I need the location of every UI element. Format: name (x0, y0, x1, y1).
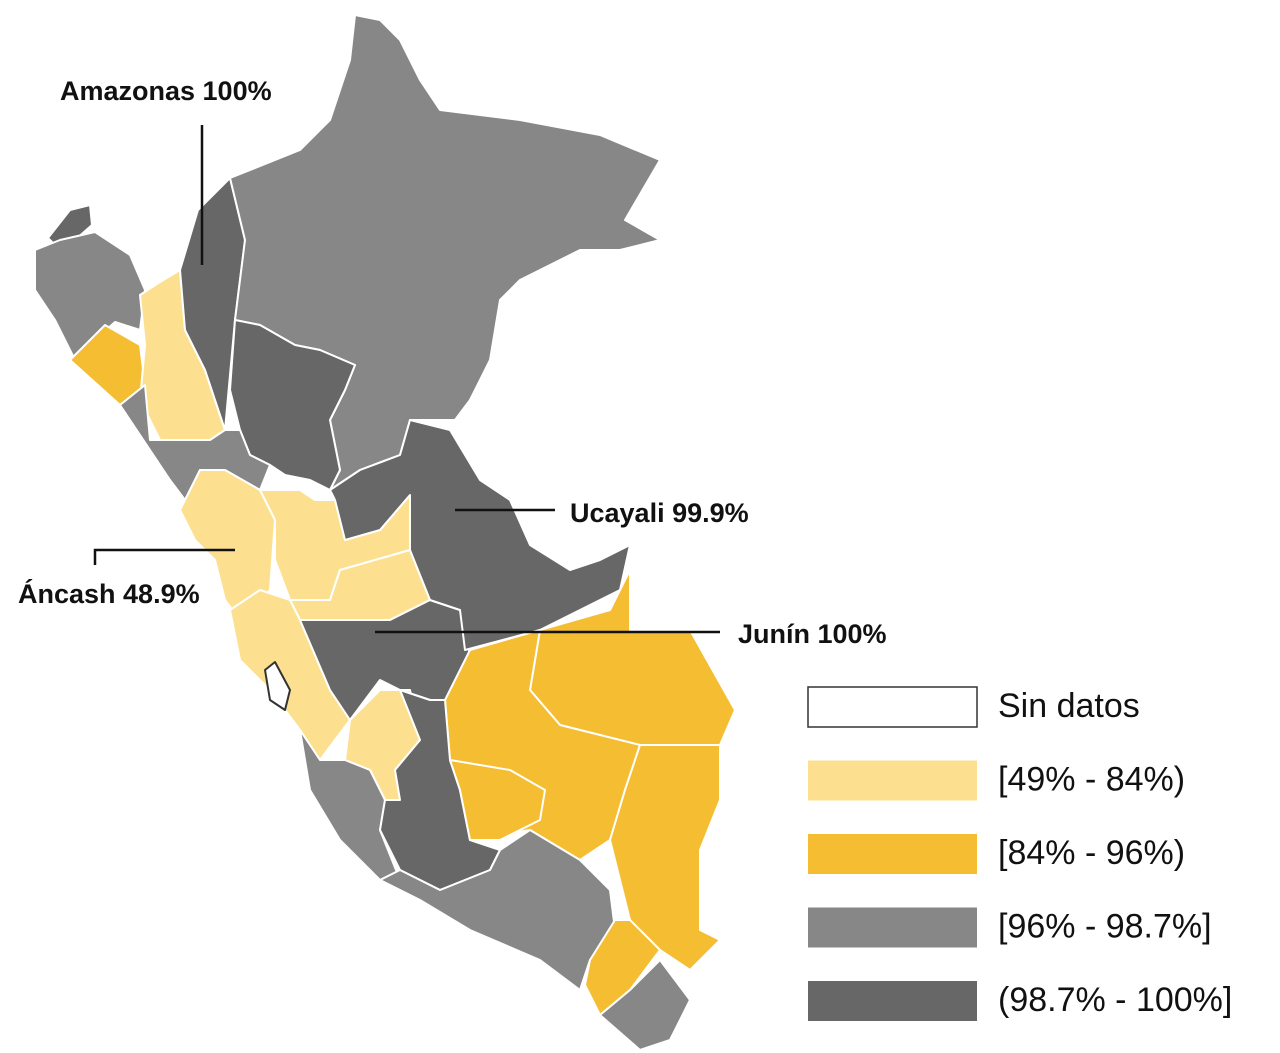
tacna (599, 959, 691, 1051)
annotation: Amazonas 100% (60, 76, 272, 106)
legend: Sin datos [49% - 84%) [84% - 96%) [96% - 98… (807, 686, 1232, 1021)
legend-label: [49% - 84%) (998, 760, 1185, 798)
la-libertad (119, 384, 271, 501)
legend-swatch (808, 760, 977, 801)
legend-swatch (808, 981, 977, 1021)
ucayali (329, 419, 631, 651)
legend-label: [96% - 98.7%] (998, 907, 1212, 945)
legend-swatch (808, 907, 977, 948)
legend-label: Sin datos (998, 687, 1140, 725)
arequipa (379, 829, 616, 991)
regions (34, 14, 736, 1051)
apurimac (449, 759, 546, 841)
piura (34, 231, 146, 361)
annotation: Junín 100% (738, 619, 887, 649)
legend-label: [84% - 96%) (998, 834, 1185, 872)
ancash (179, 469, 276, 621)
callao (264, 661, 291, 711)
annotation: Áncash 48.9% (18, 578, 200, 609)
moquegua (584, 919, 661, 1016)
leader-line (93, 548, 235, 565)
puno (609, 744, 721, 971)
legend-label: (98.7% - 100%] (998, 981, 1232, 1019)
annotation: Ucayali 99.9% (570, 498, 749, 528)
legend-swatch (807, 686, 978, 728)
legend-swatch (808, 834, 977, 874)
annotations: Amazonas 100% Ucayali 99.9% Áncash 48.9%… (18, 76, 887, 649)
